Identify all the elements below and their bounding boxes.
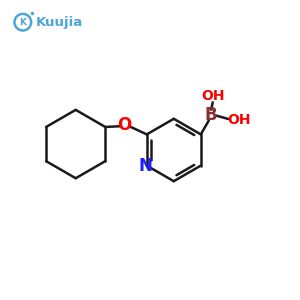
Text: OH: OH: [201, 89, 224, 103]
Text: N: N: [138, 157, 152, 175]
Text: B: B: [205, 106, 217, 124]
Text: Kuujia: Kuujia: [36, 16, 83, 29]
Text: OH: OH: [228, 112, 251, 127]
Text: K: K: [19, 18, 26, 27]
Text: O: O: [118, 116, 132, 134]
